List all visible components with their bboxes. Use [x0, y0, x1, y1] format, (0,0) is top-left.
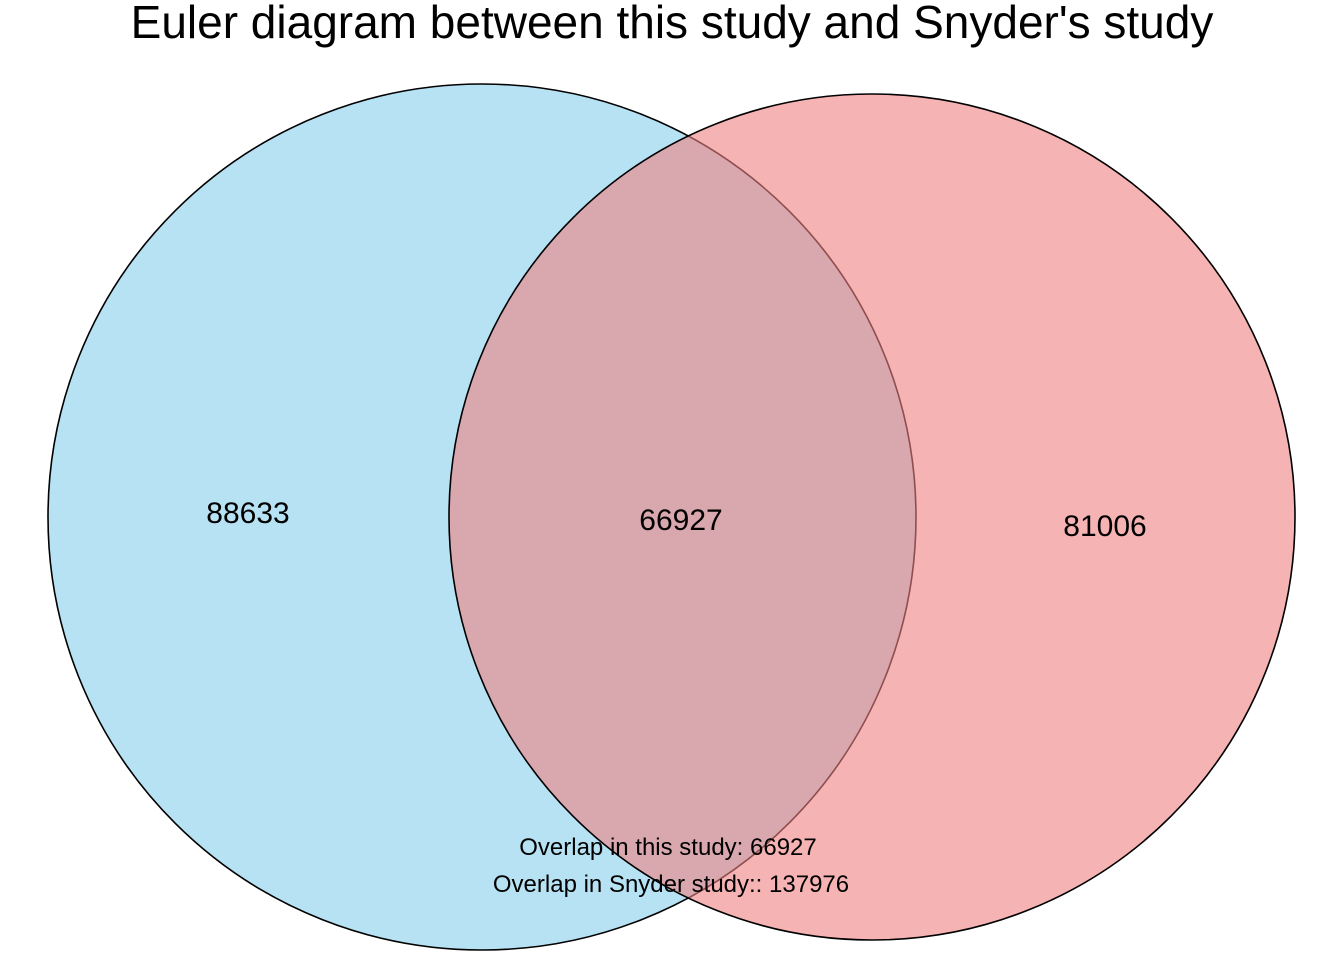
overlap-note-snyder-study: Overlap in Snyder study:: 137976 — [493, 871, 849, 898]
overlap-count: 66927 — [639, 504, 722, 537]
set-right-circle — [448, 93, 1296, 941]
diagram-title: Euler diagram between this study and Sny… — [131, 0, 1214, 48]
left-only-count: 88633 — [206, 497, 289, 530]
right-only-count: 81006 — [1063, 510, 1146, 543]
overlap-note-this-study: Overlap in this study: 66927 — [519, 834, 817, 861]
